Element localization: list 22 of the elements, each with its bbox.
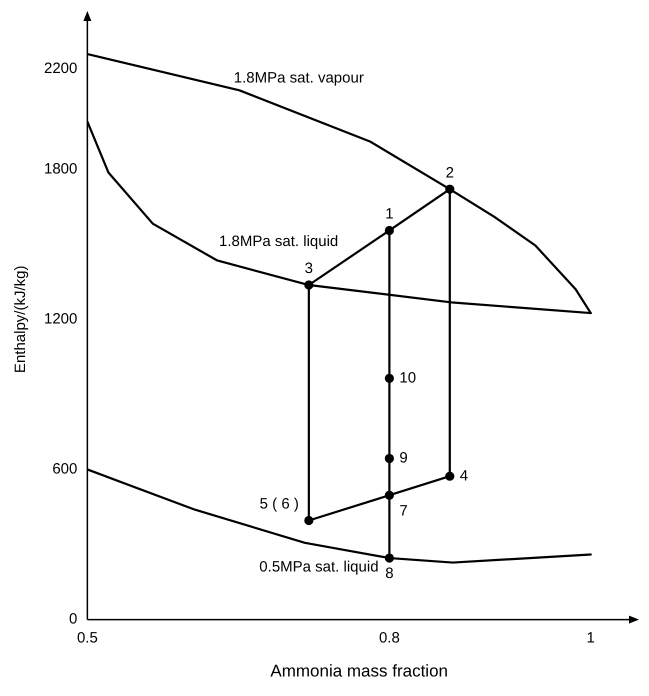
y-axis-title: Enthalpy/(kJ/kg) [12,266,30,374]
x-tick-label: 1 [586,630,595,647]
y-tick-label: 0 [69,610,78,628]
y-tick-label: 2200 [44,60,78,78]
annotation: 2 [446,164,454,182]
y-tick-label: 600 [52,460,78,478]
y-tick-label: 1800 [44,160,78,178]
y-tick-label: 1200 [44,310,78,328]
x-tick-label: 0.8 [378,630,400,647]
annotation: 9 [399,450,408,467]
annotation: 3 [304,260,314,278]
series-label: 1.8MPa sat. vapour [234,70,364,87]
annotation: 7 [399,502,408,520]
series-label: 1.8MPa sat. liquid [219,232,338,250]
annotation: 10 [399,370,416,386]
annotation: 8 [385,565,394,582]
series-label: 0.5MPa sat. liquid [259,558,379,576]
annotation: 5 ( 6 ) [260,496,299,513]
x-axis-title: Ammonia mass fraction [270,661,448,680]
annotation: 1 [385,206,394,223]
x-tick-label: 0.5 [76,630,98,647]
annotation: 4 [460,467,468,484]
